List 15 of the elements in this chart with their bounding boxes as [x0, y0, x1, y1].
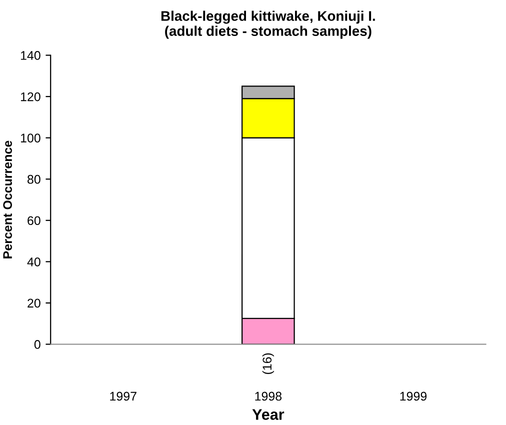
text: (16) — [262, 353, 274, 374]
y-axis-title: Percent Occurrence — [3, 140, 12, 258]
y-tick-label: 80 — [28, 174, 40, 184]
x-tick-label: 1999 — [400, 392, 427, 401]
y-tick-label: 60 — [28, 216, 40, 226]
y-tick-label: 100 — [20, 134, 40, 142]
x-axis-title: Year — [252, 409, 284, 420]
y-tick-label: 120 — [20, 92, 40, 102]
y-tick-label: 0 — [34, 340, 40, 349]
x-tick-label: 1997 — [110, 392, 136, 401]
y-tick-label: 20 — [28, 298, 40, 308]
y-tick-label: 140 — [20, 51, 40, 60]
y-tick-label: 40 — [27, 257, 40, 266]
x-tick-label: 1998 — [255, 392, 282, 401]
chart-title: Black-legged kittiwake, Koniuji I. (adult diets - stomach samples) — [161, 10, 375, 39]
